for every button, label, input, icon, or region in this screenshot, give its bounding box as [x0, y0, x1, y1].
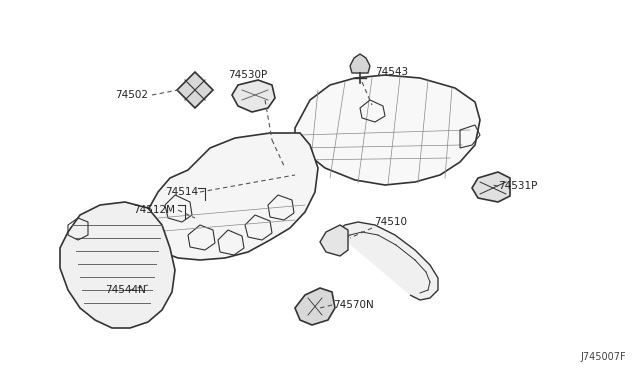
Text: 74531P: 74531P [498, 181, 538, 191]
Text: 74544N: 74544N [105, 285, 146, 295]
Text: 74570N: 74570N [333, 300, 374, 310]
Polygon shape [177, 72, 213, 108]
Text: 74512M: 74512M [133, 205, 175, 215]
Polygon shape [145, 133, 318, 260]
Polygon shape [320, 225, 348, 256]
Polygon shape [335, 222, 438, 300]
Polygon shape [232, 80, 275, 112]
Text: 74543: 74543 [375, 67, 408, 77]
Text: J745007F: J745007F [580, 352, 626, 362]
Text: 74502: 74502 [115, 90, 148, 100]
Polygon shape [350, 54, 370, 73]
Polygon shape [295, 288, 335, 325]
Circle shape [417, 105, 423, 111]
Polygon shape [60, 202, 175, 328]
Text: 74530P: 74530P [228, 70, 268, 80]
Polygon shape [295, 75, 480, 185]
Polygon shape [472, 172, 510, 202]
Text: 74510: 74510 [374, 217, 407, 227]
Text: 74514: 74514 [165, 187, 198, 197]
